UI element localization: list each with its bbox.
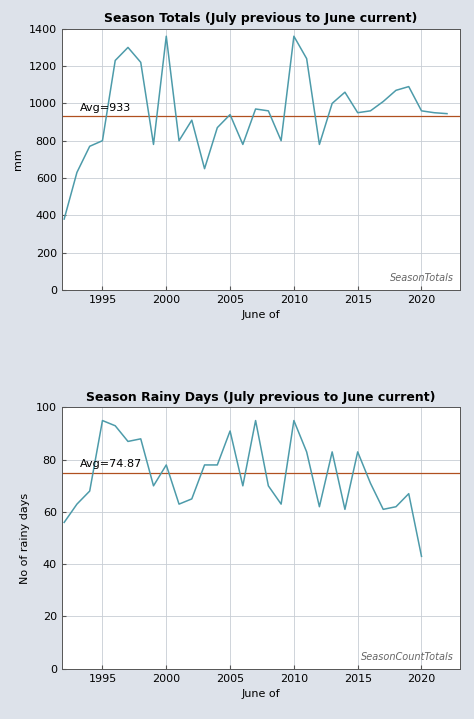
Text: SeasonCountTotals: SeasonCountTotals [361, 652, 454, 662]
X-axis label: June of: June of [241, 689, 280, 699]
Title: Season Rainy Days (July previous to June current): Season Rainy Days (July previous to June… [86, 390, 436, 403]
Text: Avg=74.87: Avg=74.87 [80, 459, 142, 470]
Text: Avg=933: Avg=933 [80, 103, 131, 113]
Y-axis label: mm: mm [13, 149, 23, 170]
Text: SeasonTotals: SeasonTotals [390, 273, 454, 283]
Y-axis label: No of rainy days: No of rainy days [20, 493, 30, 584]
X-axis label: June of: June of [241, 311, 280, 321]
Title: Season Totals (July previous to June current): Season Totals (July previous to June cur… [104, 12, 418, 25]
